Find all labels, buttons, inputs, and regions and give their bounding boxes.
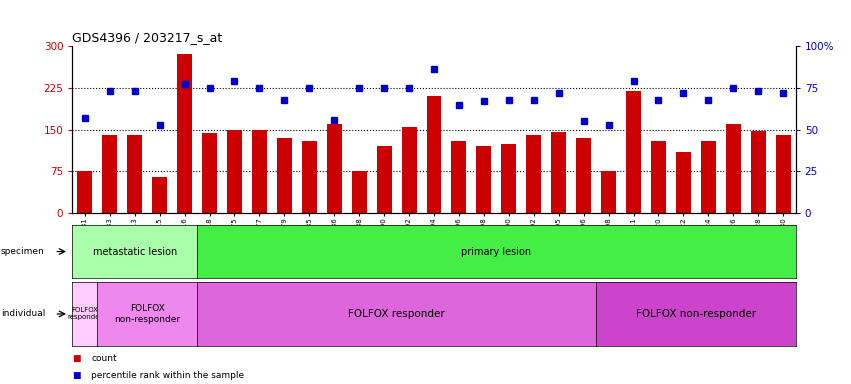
Bar — [452, 141, 466, 213]
Bar — [77, 171, 92, 213]
Bar — [701, 141, 716, 213]
Text: ■: ■ — [72, 354, 81, 363]
Bar — [327, 124, 342, 213]
Bar — [426, 96, 442, 213]
Bar — [252, 130, 267, 213]
Text: FOLFOX
responder: FOLFOX responder — [67, 308, 102, 320]
Bar — [651, 141, 666, 213]
Text: ■: ■ — [72, 371, 81, 380]
Bar — [551, 132, 566, 213]
Bar — [477, 146, 491, 213]
Bar — [177, 55, 192, 213]
Text: percentile rank within the sample: percentile rank within the sample — [91, 371, 244, 380]
Bar — [202, 134, 217, 213]
Text: FOLFOX responder: FOLFOX responder — [348, 309, 445, 319]
Bar — [501, 144, 517, 213]
Bar — [377, 146, 391, 213]
Bar — [302, 141, 317, 213]
Bar — [227, 130, 242, 213]
Bar — [626, 91, 641, 213]
Text: GDS4396 / 203217_s_at: GDS4396 / 203217_s_at — [72, 31, 223, 44]
Bar — [576, 138, 591, 213]
Text: primary lesion: primary lesion — [461, 247, 531, 257]
Bar — [726, 124, 741, 213]
Text: individual: individual — [1, 310, 45, 318]
Text: specimen: specimen — [1, 247, 44, 256]
Text: count: count — [91, 354, 117, 363]
Bar — [676, 152, 691, 213]
Bar — [152, 177, 167, 213]
Bar — [526, 135, 541, 213]
Text: metastatic lesion: metastatic lesion — [93, 247, 177, 257]
Bar — [751, 131, 766, 213]
Text: FOLFOX
non-responder: FOLFOX non-responder — [114, 304, 180, 324]
Bar — [127, 135, 142, 213]
Text: FOLFOX non-responder: FOLFOX non-responder — [636, 309, 756, 319]
Bar — [776, 135, 791, 213]
Bar — [601, 171, 616, 213]
Bar — [351, 171, 367, 213]
Bar — [102, 135, 117, 213]
Bar — [277, 138, 292, 213]
Bar — [402, 127, 416, 213]
